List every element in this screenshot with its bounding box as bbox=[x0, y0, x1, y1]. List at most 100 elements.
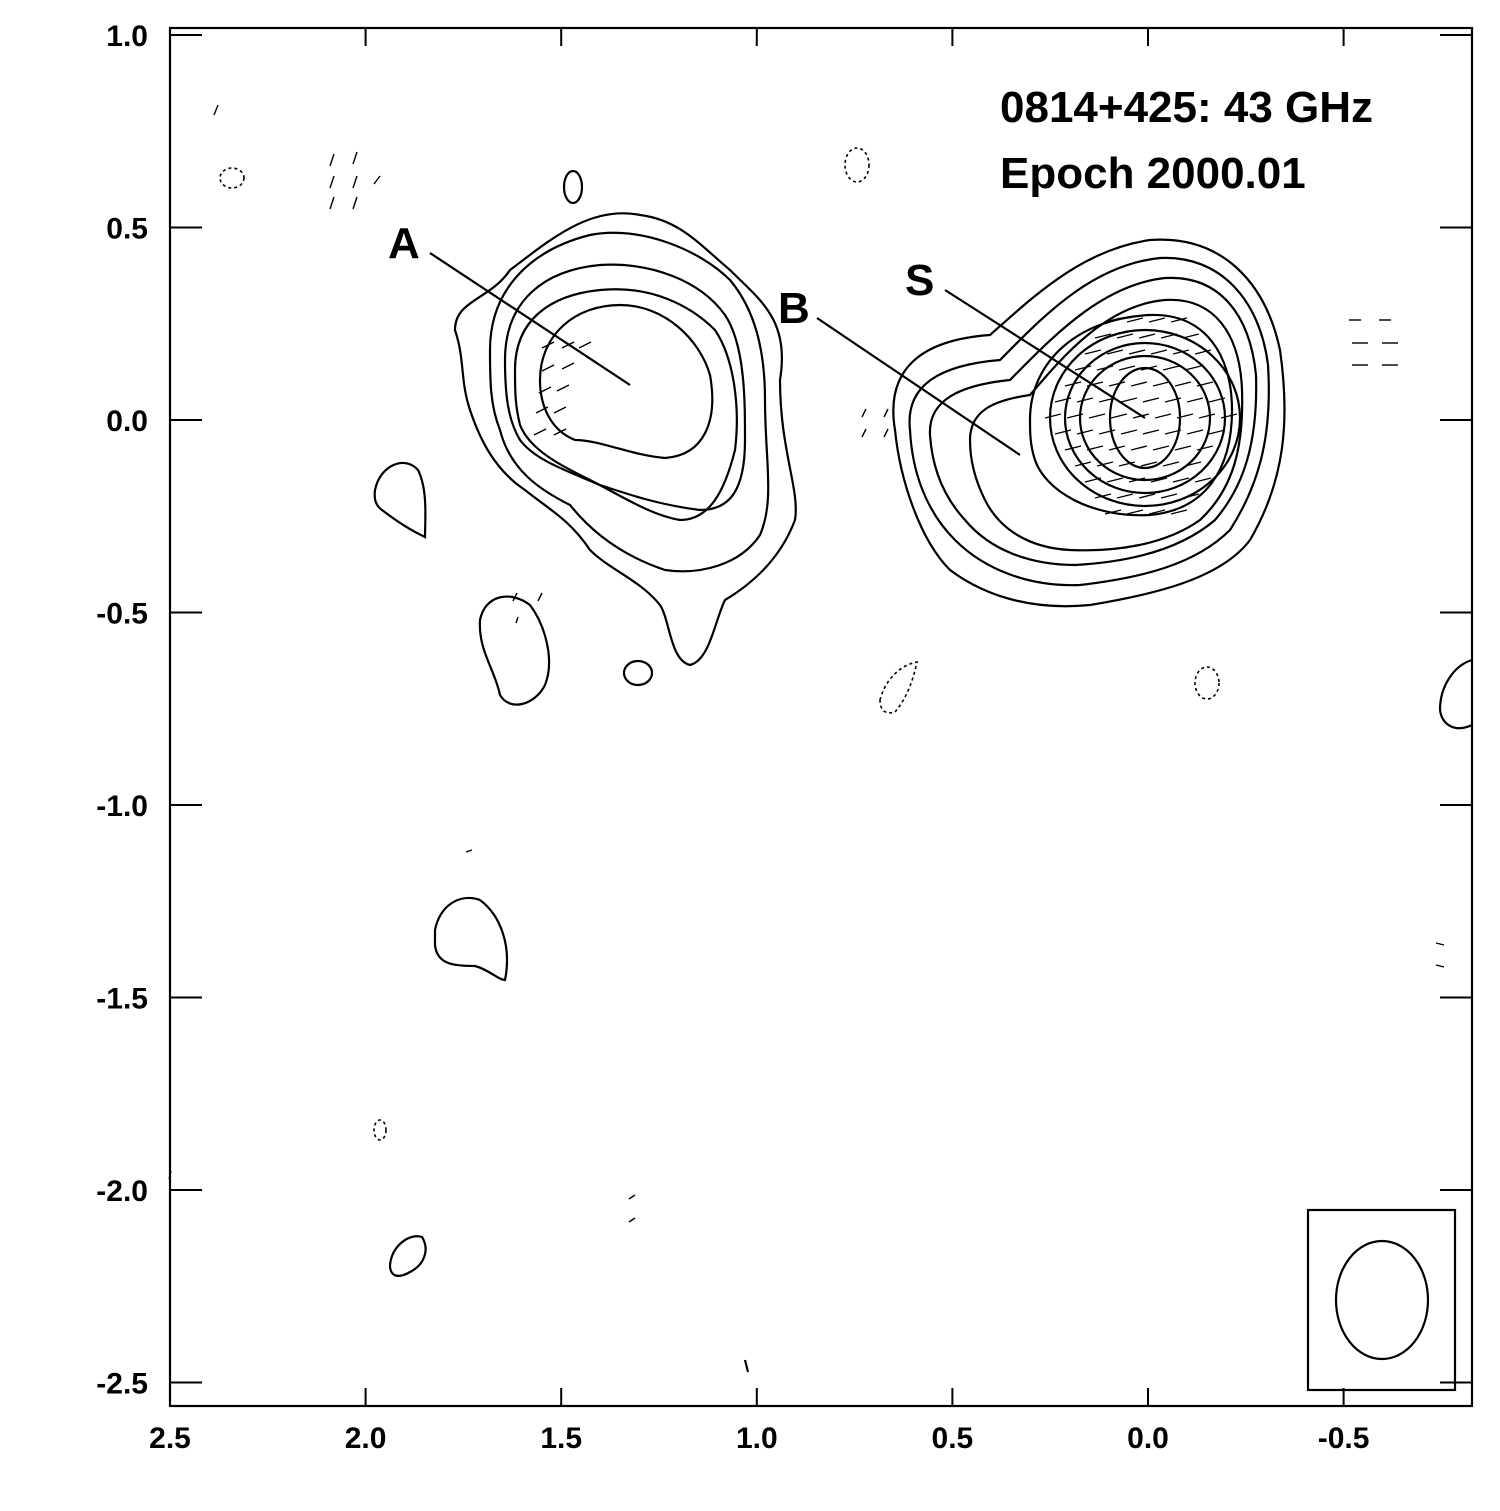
polarization-vector bbox=[1138, 493, 1156, 499]
polarization-vector bbox=[1086, 445, 1104, 451]
neg-5 bbox=[373, 1119, 387, 1141]
polarization-vector bbox=[1118, 365, 1136, 371]
polarization-vector bbox=[1054, 397, 1072, 403]
polarization-vector bbox=[1064, 445, 1082, 451]
polarization-vector bbox=[1194, 477, 1212, 483]
contour-a-3 bbox=[503, 263, 747, 512]
axis-ticks bbox=[169, 28, 1472, 1406]
y-tick-label: -0.5 bbox=[96, 598, 148, 631]
x-tick-label: 2.0 bbox=[345, 1422, 387, 1455]
polarization-vector bbox=[1162, 365, 1180, 371]
leader-s bbox=[944, 289, 1146, 419]
polarization-vector bbox=[1118, 461, 1136, 467]
polarization-vector bbox=[1088, 413, 1106, 419]
neg-1 bbox=[219, 167, 245, 189]
polarization-vector bbox=[1198, 413, 1216, 419]
polarization-vector bbox=[1170, 509, 1188, 515]
polarization-vector bbox=[1152, 381, 1170, 387]
polarization-vector bbox=[1140, 461, 1158, 467]
blob-8 bbox=[743, 1359, 750, 1373]
polarization-vector bbox=[1172, 477, 1190, 483]
polarization-vector bbox=[553, 406, 567, 414]
polarization-vector bbox=[1164, 397, 1182, 403]
polarization-vector bbox=[1108, 445, 1126, 451]
isolated-contours bbox=[373, 169, 1473, 1373]
blob-1 bbox=[373, 461, 427, 539]
polarization-vector bbox=[1098, 397, 1116, 403]
polarization-vector bbox=[1106, 477, 1124, 483]
polarization-vector bbox=[1064, 381, 1082, 387]
x-tick-label: -0.5 bbox=[1318, 1422, 1370, 1455]
polarization-vector bbox=[1435, 964, 1445, 968]
x-tick-label: 0.0 bbox=[1127, 1422, 1169, 1455]
polarization-vector bbox=[628, 1217, 636, 1223]
contour-s-9 bbox=[1108, 366, 1182, 470]
x-tick-label: 0.5 bbox=[932, 1422, 974, 1455]
x-tick-labels: 2.5 2.0 1.5 1.0 0.5 0.0 -0.5 bbox=[149, 1422, 1369, 1455]
polarization-vectors bbox=[168, 104, 1445, 1223]
polarization-vector bbox=[1140, 365, 1158, 371]
x-tick-label: 2.5 bbox=[149, 1422, 191, 1455]
polarization-vector bbox=[1142, 397, 1160, 403]
polarization-vector bbox=[1074, 461, 1092, 467]
polarization-vector bbox=[1116, 333, 1134, 339]
polarization-vector bbox=[1094, 493, 1112, 499]
y-tick-label: 0.5 bbox=[106, 213, 148, 246]
polarization-vector bbox=[1150, 477, 1168, 483]
negative-contours bbox=[219, 147, 1220, 1141]
polarization-vector bbox=[1208, 397, 1226, 403]
polarization-vector bbox=[1066, 413, 1084, 419]
leader-b bbox=[816, 317, 1021, 456]
blob-7 bbox=[1438, 658, 1473, 730]
polarization-vector bbox=[1120, 397, 1138, 403]
polarization-vector bbox=[1160, 493, 1178, 499]
polarization-vector bbox=[1152, 445, 1170, 451]
polarization-vector bbox=[1208, 429, 1226, 435]
polarization-vector bbox=[1174, 381, 1192, 387]
beam-ellipse bbox=[1334, 1239, 1430, 1361]
title-line-1: 0814+425: 43 GHz bbox=[1000, 83, 1373, 132]
polarization-vector bbox=[1076, 397, 1094, 403]
polarization-vector bbox=[1076, 429, 1094, 435]
polarization-vector bbox=[1098, 429, 1116, 435]
polarization-vector bbox=[1084, 349, 1102, 355]
polarization-vector bbox=[329, 196, 335, 210]
polarization-vector bbox=[1128, 349, 1146, 355]
y-tick-label: 0.0 bbox=[106, 405, 148, 438]
contour-s-8 bbox=[1078, 354, 1212, 482]
y-tick-label: -2.0 bbox=[96, 1175, 148, 1208]
polarization-vector bbox=[578, 341, 592, 349]
y-tick-label: -1.0 bbox=[96, 790, 148, 823]
blob-5 bbox=[622, 659, 654, 687]
polarization-vector bbox=[1054, 429, 1072, 435]
contour-a-1 bbox=[453, 212, 797, 667]
plot-frame bbox=[168, 26, 1474, 1408]
contour-a-5 bbox=[538, 303, 714, 460]
polarization-vector bbox=[1172, 349, 1190, 355]
label-b: B bbox=[778, 284, 810, 333]
polarization-vector bbox=[1176, 413, 1194, 419]
polarization-vector bbox=[1148, 317, 1166, 323]
polarization-vector bbox=[1104, 509, 1122, 515]
polarization-vector bbox=[1186, 397, 1204, 403]
polarization-vector bbox=[1142, 429, 1160, 435]
beam-box bbox=[1306, 1208, 1457, 1392]
polarization-vector bbox=[1096, 461, 1114, 467]
polarization-vector bbox=[883, 428, 889, 438]
polarization-vector bbox=[535, 406, 549, 414]
polarization-vector bbox=[1162, 461, 1180, 467]
polarization-vector bbox=[1128, 477, 1146, 483]
polarization-vector bbox=[1182, 493, 1200, 499]
polarization-vector bbox=[1194, 349, 1212, 355]
polarization-vector bbox=[1044, 413, 1062, 419]
polarization-vector bbox=[1108, 381, 1126, 387]
polarization-vector bbox=[352, 196, 358, 210]
polarization-vector bbox=[1126, 509, 1144, 515]
polarization-vector bbox=[1126, 317, 1144, 323]
polarization-vector bbox=[1160, 333, 1178, 339]
component-labels: A B S bbox=[388, 219, 1146, 456]
polarization-vector bbox=[1086, 381, 1104, 387]
polarization-vector bbox=[1148, 509, 1166, 515]
polarization-vector bbox=[1074, 365, 1092, 371]
